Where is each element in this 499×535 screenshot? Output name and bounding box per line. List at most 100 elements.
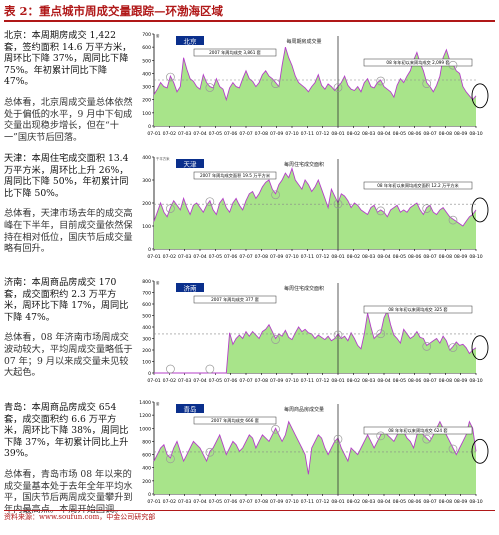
x-tick-label: 08-01 (331, 254, 344, 260)
x-tick-label: 08-01 (331, 499, 344, 505)
x-tick-label: 07-01 (147, 254, 160, 260)
x-tick-label: 07-11 (301, 131, 314, 137)
x-tick-label: 08-09 (454, 254, 467, 260)
x-tick-label: 07-11 (301, 254, 314, 260)
x-tick-label: 08-01 (331, 131, 344, 137)
y-tick-label: 0 (148, 247, 151, 253)
city-badge-label: 北京 (184, 37, 198, 46)
annotation-2008: 08 年年初以来周均成交 2,099 套 (386, 59, 450, 66)
y-tick-label: 0 (148, 124, 151, 130)
y-tick-label: 300 (142, 85, 151, 91)
annotation-2008: 08 年年初以来周均成交 624 套 (388, 427, 448, 434)
y-tick-label: 200 (142, 98, 151, 104)
x-tick-label: 08-05 (393, 499, 406, 505)
x-tick-label: 07-12 (316, 378, 329, 384)
city-text-jinan: 济南：本周商品房成交 170 套，成交面积约 2.3 万平方米，周环比下降 17… (4, 277, 134, 388)
x-tick-label: 07-02 (163, 254, 176, 260)
y-tick-label: 500 (142, 314, 151, 320)
x-tick-label: 08-02 (347, 254, 360, 260)
city-badge-label: 青岛 (184, 405, 197, 414)
x-tick-label: 07-08 (255, 499, 268, 505)
x-tick-label: 07-06 (224, 378, 237, 384)
y-tick-label: 400 (142, 71, 151, 77)
trough-marker (333, 199, 343, 209)
x-tick-label: 07-10 (285, 131, 298, 137)
x-tick-label: 08-03 (362, 131, 375, 137)
x-tick-label: 07-09 (270, 499, 283, 505)
x-tick-label: 07-11 (301, 499, 314, 505)
x-tick-label: 07-02 (163, 131, 176, 137)
current-week-circle (471, 335, 489, 361)
x-tick-label: 08-08 (439, 254, 452, 260)
x-tick-label: 08-08 (439, 131, 452, 137)
trough-marker (166, 72, 175, 82)
page-title: 表 2：重点城市周成交量跟踪—环渤海区域 (4, 4, 224, 18)
annotation-2007: 2007 年周均成交 3,861 套 (209, 49, 262, 56)
series-area (154, 310, 476, 373)
x-tick-label: 07-05 (209, 254, 222, 260)
y-tick-label: 800 (142, 439, 151, 445)
chart-panel-tianjin: 0 100 200 300 400 07-01 07-02 07-03 07-04 07-05 07… (136, 153, 496, 263)
y-tick-label: 100 (142, 224, 151, 230)
x-tick-label: 07-07 (239, 254, 252, 260)
annotation-box (193, 416, 277, 425)
y-tick-label: 600 (142, 45, 151, 51)
city-summary: 济南：本周商品房成交 170 套，成交面积约 2.3 万平方米，周环比下降 17… (4, 277, 129, 323)
trough-marker (422, 342, 432, 351)
unit-note: 套 (156, 401, 160, 406)
chart-panel-jinan: 0 100 200 300 400 500 600 700 800 07-01 07-02 07-03… (136, 277, 496, 387)
current-week-circle (471, 83, 489, 109)
x-tick-label: 08-06 (408, 378, 421, 384)
trough-marker (205, 83, 215, 92)
city-summary: 北京：本周期房成交 1,422 套，签约面积 14.6 万平方米，周环比下降 3… (4, 30, 132, 88)
trough-marker (271, 79, 280, 88)
annotation-box (363, 305, 473, 314)
trough-marker (448, 60, 458, 70)
x-tick-label: 07-08 (255, 131, 268, 137)
x-tick-label: 07-11 (301, 378, 314, 384)
x-tick-label: 07-03 (178, 254, 191, 260)
annotation-box (363, 58, 473, 67)
y-tick-label: 400 (142, 325, 151, 331)
trough-marker (271, 335, 280, 344)
x-tick-label: 08-09 (454, 499, 467, 505)
x-tick-label: 08-03 (362, 378, 375, 384)
x-tick-label: 07-01 (147, 378, 160, 384)
x-tick-label: 07-07 (239, 499, 252, 505)
chart-qingdao: 0 200 400 600 800 1000 1200 1400 07-01 07-02 07-03… (139, 400, 489, 505)
x-tick-label: 07-12 (316, 499, 329, 505)
y-tick-label: 1400 (139, 400, 151, 406)
city-text-qingdao: 青岛：本周商品房成交 654 套，成交面积约 6.6 万平方米，周环比下降 38… (4, 402, 134, 524)
y-tick-label: 1200 (139, 413, 151, 419)
x-tick-label: 08-06 (408, 254, 421, 260)
series-area (154, 421, 476, 494)
annotation-box (363, 426, 473, 435)
x-tick-label: 07-07 (239, 131, 252, 137)
series-area (154, 168, 476, 249)
x-tick-label: 07-08 (255, 254, 268, 260)
trough-marker (205, 447, 215, 457)
city-badge (176, 283, 204, 292)
trough-marker (422, 79, 432, 88)
footer-rule (4, 510, 495, 511)
y-tick-label: 200 (142, 348, 151, 354)
x-tick-label: 07-12 (316, 131, 329, 137)
annotation-2007: 2007 年周均成交 377 套 (211, 296, 260, 303)
y-tick-label: 100 (142, 360, 151, 366)
x-tick-label: 07-09 (270, 131, 283, 137)
trough-marker (271, 190, 280, 200)
current-week-circle (471, 197, 489, 223)
city-text-beijing: 北京：本周期房成交 1,422 套，签约面积 14.6 万平方米，周环比下降 3… (4, 30, 134, 152)
city-badge (176, 159, 204, 168)
annotation-2008: 08 年年初以来周均成交 325 套 (388, 306, 448, 313)
trough-marker (376, 76, 386, 86)
x-tick-label: 08-07 (423, 378, 436, 384)
trough-marker (422, 434, 432, 444)
x-tick-label: 07-04 (193, 499, 206, 505)
source-note: 资料来源：www.soufun.com，中金公司研究部 (4, 513, 156, 521)
series-line (153, 167, 477, 227)
x-tick-label: 08-05 (393, 131, 406, 137)
chart-jinan: 0 100 200 300 400 500 600 700 800 07-01 07-02 07-03… (142, 279, 489, 384)
